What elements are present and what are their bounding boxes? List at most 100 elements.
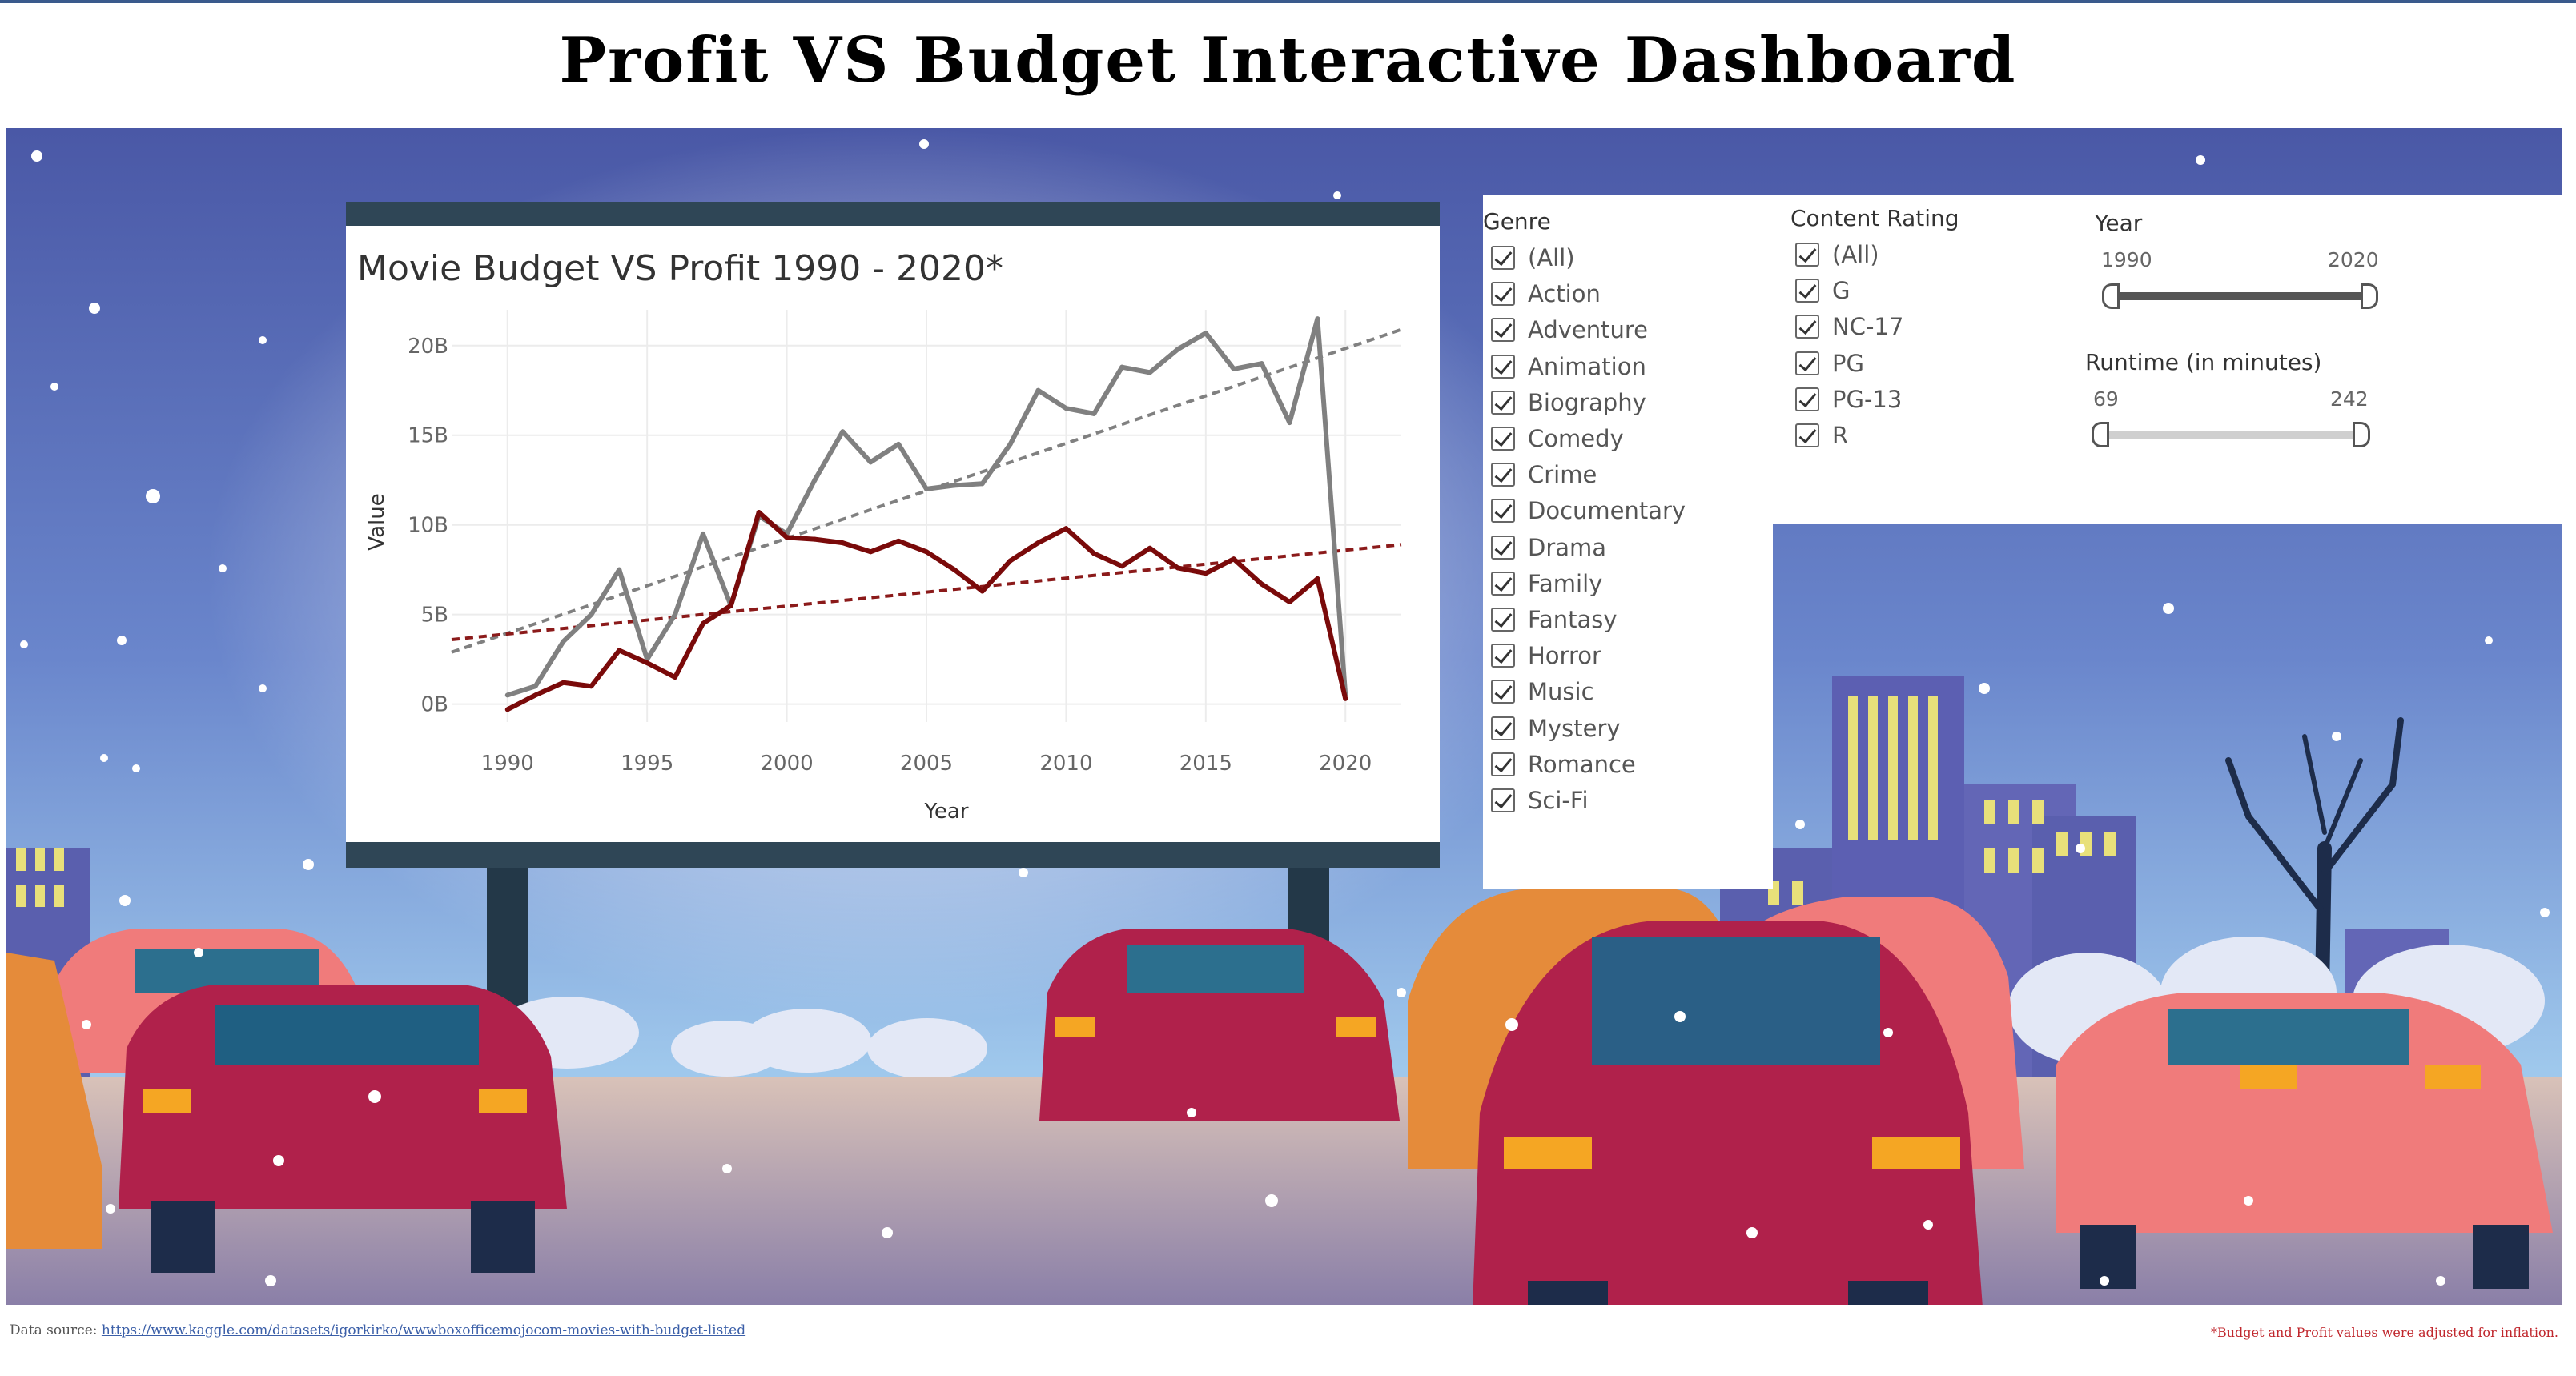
data-point[interactable] (1175, 565, 1180, 571)
line-chart[interactable]: 0B 5B 10B 15B 20B 1990 1995 2000 2005 2010 2015 20… (346, 226, 1440, 842)
data-point[interactable] (1119, 364, 1125, 370)
checkbox-checked-icon[interactable] (1491, 571, 1515, 596)
checkbox-checked-icon[interactable] (1491, 390, 1515, 415)
data-point[interactable] (1007, 558, 1013, 564)
genre-option[interactable]: Family (1491, 568, 1602, 600)
checkbox-checked-icon[interactable] (1491, 535, 1515, 560)
runtime-slider-max-handle[interactable] (2353, 422, 2370, 447)
content-rating-option[interactable]: PG-13 (1795, 383, 1902, 415)
data-point[interactable] (1175, 347, 1180, 352)
checkbox-checked-icon[interactable] (1795, 423, 1819, 447)
year-slider-max-handle[interactable] (2361, 283, 2378, 309)
checkbox-checked-icon[interactable] (1491, 716, 1515, 740)
data-point[interactable] (1147, 370, 1153, 375)
data-point[interactable] (617, 567, 622, 572)
content-rating-option[interactable]: G (1795, 275, 1850, 307)
data-point[interactable] (1315, 316, 1320, 322)
content-rating-option[interactable]: R (1795, 419, 1848, 451)
data-point[interactable] (924, 486, 929, 491)
data-point[interactable] (868, 549, 874, 555)
checkbox-checked-icon[interactable] (1491, 788, 1515, 812)
genre-option[interactable]: Mystery (1491, 712, 1621, 744)
content-rating-option[interactable]: (All) (1795, 239, 1879, 271)
data-point[interactable] (951, 567, 957, 572)
content-rating-option[interactable]: PG (1795, 347, 1864, 379)
data-point[interactable] (1287, 420, 1292, 426)
data-point[interactable] (1315, 576, 1320, 581)
data-point[interactable] (1091, 551, 1097, 556)
year-slider-min-handle[interactable] (2102, 283, 2120, 309)
genre-option[interactable]: Horror (1491, 640, 1601, 672)
checkbox-checked-icon[interactable] (1491, 463, 1515, 487)
data-point[interactable] (673, 612, 678, 617)
content-rating-option[interactable]: NC-17 (1795, 311, 1903, 343)
genre-option[interactable]: Action (1491, 278, 1601, 310)
data-point[interactable] (1091, 411, 1097, 416)
runtime-slider-min-handle[interactable] (2092, 422, 2109, 447)
data-point[interactable] (1035, 387, 1041, 393)
checkbox-checked-icon[interactable] (1795, 387, 1819, 411)
checkbox-checked-icon[interactable] (1491, 680, 1515, 704)
checkbox-checked-icon[interactable] (1491, 644, 1515, 668)
data-point[interactable] (979, 588, 985, 594)
genre-option[interactable]: Crime (1491, 459, 1597, 491)
data-point[interactable] (1259, 361, 1264, 367)
data-point[interactable] (589, 684, 594, 689)
checkbox-checked-icon[interactable] (1491, 499, 1515, 524)
data-point[interactable] (951, 483, 957, 488)
data-point[interactable] (589, 612, 594, 617)
data-point[interactable] (617, 648, 622, 653)
data-point[interactable] (896, 441, 902, 447)
runtime-slider-track[interactable] (2100, 431, 2364, 439)
data-point[interactable] (1063, 526, 1069, 532)
genre-option[interactable]: Adventure (1491, 314, 1648, 346)
data-point[interactable] (504, 692, 510, 698)
genre-option[interactable]: Animation (1491, 351, 1646, 383)
data-point[interactable] (868, 459, 874, 465)
data-point[interactable] (812, 477, 818, 483)
data-point[interactable] (784, 535, 790, 540)
checkbox-checked-icon[interactable] (1491, 752, 1515, 776)
data-point[interactable] (1203, 331, 1208, 336)
data-point[interactable] (1035, 540, 1041, 546)
data-point[interactable] (1119, 564, 1125, 569)
data-point[interactable] (1259, 581, 1264, 587)
data-point[interactable] (1147, 545, 1153, 551)
data-source-link[interactable]: https://www.kaggle.com/datasets/igorkirk… (101, 1322, 746, 1338)
year-slider-track[interactable] (2108, 292, 2372, 300)
genre-option[interactable]: Comedy (1491, 423, 1624, 455)
data-point[interactable] (532, 692, 538, 698)
genre-option[interactable]: Drama (1491, 532, 1606, 564)
genre-option[interactable]: Documentary (1491, 495, 1686, 527)
data-point[interactable] (1063, 406, 1069, 411)
data-point[interactable] (700, 620, 705, 626)
data-point[interactable] (979, 481, 985, 487)
genre-option[interactable]: Sci-Fi (1491, 784, 1589, 816)
data-point[interactable] (532, 684, 538, 689)
checkbox-checked-icon[interactable] (1491, 608, 1515, 632)
data-point[interactable] (673, 675, 678, 680)
data-point[interactable] (812, 536, 818, 542)
data-point[interactable] (504, 707, 510, 712)
data-point[interactable] (1007, 441, 1013, 447)
checkbox-checked-icon[interactable] (1795, 351, 1819, 375)
checkbox-checked-icon[interactable] (1491, 427, 1515, 451)
data-point[interactable] (1343, 696, 1348, 701)
checkbox-checked-icon[interactable] (1491, 354, 1515, 379)
checkbox-checked-icon[interactable] (1491, 318, 1515, 343)
data-point[interactable] (728, 603, 733, 608)
checkbox-checked-icon[interactable] (1491, 246, 1515, 270)
data-point[interactable] (1231, 556, 1236, 562)
data-point[interactable] (1231, 366, 1236, 371)
data-point[interactable] (840, 429, 846, 435)
data-point[interactable] (561, 680, 566, 685)
checkbox-checked-icon[interactable] (1491, 282, 1515, 307)
data-point[interactable] (756, 510, 762, 515)
data-point[interactable] (561, 639, 566, 644)
genre-option[interactable]: (All) (1491, 242, 1575, 274)
genre-option[interactable]: Biography (1491, 387, 1646, 419)
genre-option[interactable]: Romance (1491, 748, 1636, 780)
checkbox-checked-icon[interactable] (1795, 243, 1819, 267)
data-point[interactable] (896, 538, 902, 544)
checkbox-checked-icon[interactable] (1795, 279, 1819, 303)
